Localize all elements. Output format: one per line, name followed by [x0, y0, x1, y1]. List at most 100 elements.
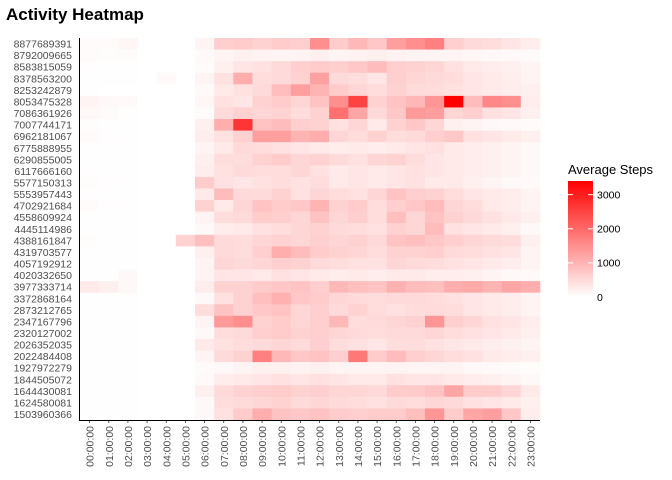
heatmap-cell — [386, 234, 407, 247]
heatmap-cell — [252, 281, 272, 293]
heatmap-cell — [214, 142, 234, 155]
heatmap-cell — [520, 130, 541, 143]
heatmap-cell — [137, 408, 157, 421]
heatmap-cell — [386, 408, 407, 421]
heatmap-cell — [425, 211, 445, 224]
heatmap-cell — [501, 38, 522, 50]
heatmap-cell — [99, 211, 119, 224]
legend: Average Steps 0 1000 2000 3000 — [568, 162, 654, 304]
legend-tick-label: 3000 — [597, 189, 621, 201]
heatmap-cell — [520, 61, 541, 74]
heatmap-cell — [137, 362, 157, 374]
heatmap-cell — [118, 176, 138, 189]
heatmap-cell — [252, 188, 272, 201]
heatmap-cell — [482, 49, 502, 62]
heatmap-cell — [80, 257, 100, 270]
heatmap-cell — [386, 281, 407, 293]
y-tick-label: 3977333714 — [14, 282, 73, 294]
heatmap-cell — [405, 327, 426, 340]
heatmap-cell — [214, 246, 234, 259]
heatmap-cell — [137, 165, 157, 178]
heatmap-cell — [405, 165, 426, 178]
heatmap-cell — [195, 338, 215, 351]
heatmap-cell — [252, 107, 272, 120]
heatmap-cell — [386, 84, 407, 97]
heatmap-cell — [99, 292, 119, 305]
heatmap-cell — [463, 188, 483, 201]
heatmap-cell — [482, 188, 502, 201]
heatmap-cell — [271, 292, 292, 305]
heatmap-cell — [156, 281, 177, 293]
heatmap-cell — [290, 396, 311, 409]
heatmap-cell — [367, 188, 387, 201]
heatmap-cell — [367, 223, 387, 236]
heatmap-cell — [195, 373, 215, 386]
heatmap-cell — [175, 176, 196, 189]
heatmap-cell — [482, 327, 502, 340]
heatmap-cell — [271, 119, 292, 131]
heatmap-cell — [290, 153, 311, 166]
heatmap-cell — [137, 119, 157, 131]
heatmap-cell — [195, 246, 215, 259]
heatmap-cell — [405, 153, 426, 166]
heatmap-cell — [195, 200, 215, 212]
heatmap-cell — [80, 188, 100, 201]
heatmap-cell — [271, 408, 292, 421]
heatmap-cell — [233, 107, 253, 120]
heatmap-cell — [195, 315, 215, 328]
heatmap-cell — [118, 304, 138, 317]
heatmap-cell — [482, 61, 502, 74]
x-tick-label: 10:00:00 — [276, 426, 288, 467]
heatmap-cell — [175, 257, 196, 270]
heatmap-cell — [310, 95, 330, 108]
heatmap-cell — [195, 292, 215, 305]
heatmap-cell — [444, 61, 464, 74]
heatmap-cell — [501, 119, 522, 131]
heatmap-cell — [425, 269, 445, 282]
y-tick-label: 4020332650 — [14, 270, 73, 282]
heatmap-cell — [482, 281, 502, 293]
heatmap-cell — [520, 176, 541, 189]
heatmap-cell — [386, 165, 407, 178]
heatmap-cell — [290, 327, 311, 340]
heatmap-cell — [118, 327, 138, 340]
heatmap-cell — [214, 95, 234, 108]
heatmap-cell — [463, 130, 483, 143]
heatmap-cell — [386, 362, 407, 374]
heatmap-cell — [233, 49, 253, 62]
heatmap-cell — [463, 95, 483, 108]
heatmap-cell — [156, 130, 177, 143]
heatmap-cell — [137, 61, 157, 74]
heatmap-cell — [195, 304, 215, 317]
heatmap-cell — [214, 269, 234, 282]
heatmap-cell — [348, 315, 368, 328]
heatmap-cell — [137, 176, 157, 189]
heatmap-cell — [444, 119, 464, 131]
heatmap-cell — [348, 350, 368, 363]
heatmap-cell — [425, 396, 445, 409]
y-tick-label: 1503960366 — [14, 409, 73, 421]
heatmap-cell — [80, 373, 100, 386]
heatmap-cell — [482, 165, 502, 178]
heatmap-cell — [386, 269, 407, 282]
heatmap-cell — [137, 142, 157, 155]
heatmap-cell — [99, 188, 119, 201]
heatmap-cell — [405, 385, 426, 398]
heatmap-cell — [156, 292, 177, 305]
heatmap-cell — [348, 281, 368, 293]
heatmap-cell — [271, 327, 292, 340]
heatmap-cell — [271, 350, 292, 363]
heatmap-cell — [348, 408, 368, 421]
heatmap-cell — [175, 246, 196, 259]
heatmap-cell — [156, 304, 177, 317]
heatmap-cell — [252, 257, 272, 270]
heatmap-cell — [425, 119, 445, 131]
heatmap-cell — [175, 119, 196, 131]
heatmap-cell — [482, 211, 502, 224]
heatmap-cell — [367, 338, 387, 351]
heatmap-cell — [367, 61, 387, 74]
heatmap-cell — [405, 281, 426, 293]
heatmap-cell — [482, 292, 502, 305]
heatmap-cell — [290, 142, 311, 155]
heatmap-cell — [271, 95, 292, 108]
